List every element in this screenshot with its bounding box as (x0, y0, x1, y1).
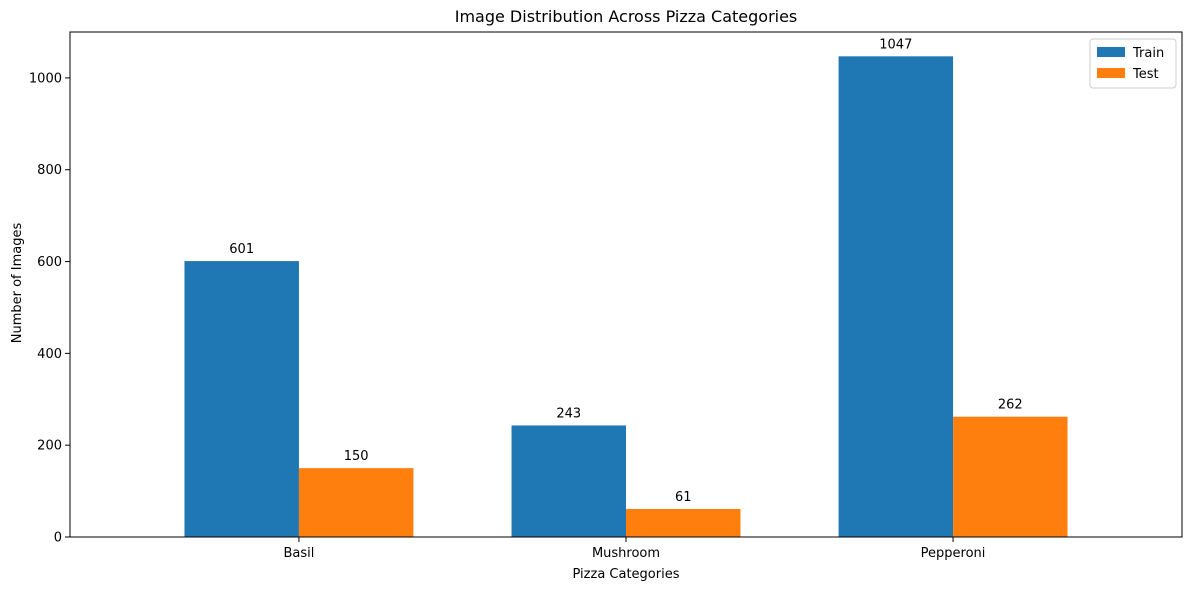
data-label-test-mushroom: 61 (675, 490, 692, 505)
data-label-test-pepperoni: 262 (998, 398, 1023, 413)
legend-swatch-test (1097, 68, 1125, 78)
data-label-test-basil: 150 (344, 449, 369, 464)
y-tick-label-600: 600 (37, 255, 62, 270)
plot-area: 601 243 1047 150 61 262 Basil Mushroom Pepperon… (29, 31, 1183, 561)
chart-title: Image Distribution Across Pizza Categori… (455, 7, 798, 26)
x-axis-label: Pizza Categories (573, 567, 680, 582)
data-label-train-pepperoni: 1047 (879, 37, 912, 52)
y-axis-ticks: 0 200 400 600 800 1000 (29, 71, 70, 546)
bar-train-basil (184, 261, 299, 537)
y-tick-label-800: 800 (37, 163, 62, 178)
bar-test-pepperoni (953, 416, 1068, 537)
y-tick-label-400: 400 (37, 347, 62, 362)
legend-swatch-train (1097, 47, 1125, 57)
bars-group (184, 56, 1068, 537)
bar-train-pepperoni (838, 56, 954, 537)
y-tick-label-0: 0 (54, 531, 62, 546)
data-labels-group: 601 243 1047 150 61 262 (229, 37, 1022, 505)
data-label-train-basil: 601 (229, 242, 254, 257)
data-label-train-mushroom: 243 (556, 406, 581, 421)
y-tick-label-200: 200 (37, 439, 62, 454)
x-axis-ticks: Basil Mushroom Pepperoni (283, 537, 985, 561)
legend-label-test: Test (1132, 67, 1159, 82)
bar-test-mushroom (626, 508, 741, 537)
bar-train-mushroom (511, 425, 626, 537)
legend-label-train: Train (1132, 46, 1164, 61)
y-tick-label-1000: 1000 (29, 71, 62, 86)
y-axis-label: Number of Images (10, 223, 25, 344)
legend: Train Test (1089, 38, 1177, 89)
x-tick-label-mushroom: Mushroom (592, 546, 660, 561)
bar-test-basil (298, 468, 414, 537)
x-tick-label-basil: Basil (283, 546, 314, 561)
x-tick-label-pepperoni: Pepperoni (921, 546, 986, 561)
